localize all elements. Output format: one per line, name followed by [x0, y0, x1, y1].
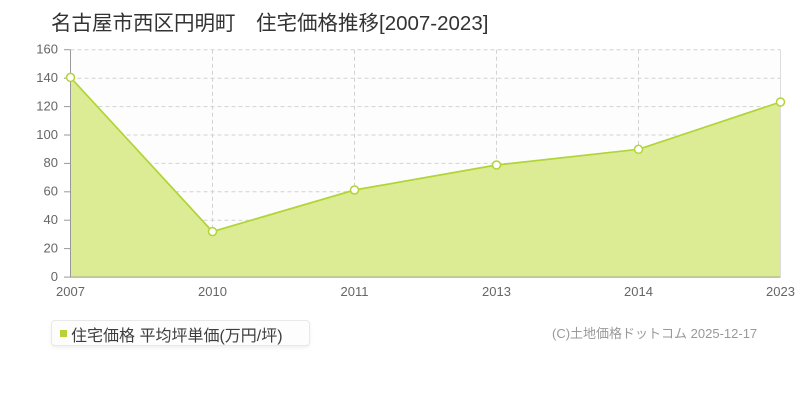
svg-text:100: 100 [36, 127, 58, 142]
svg-text:120: 120 [36, 98, 58, 113]
svg-text:60: 60 [44, 184, 58, 199]
svg-text:140: 140 [36, 70, 58, 85]
svg-text:40: 40 [44, 212, 58, 227]
svg-text:2023: 2023 [766, 284, 795, 299]
svg-text:20: 20 [44, 240, 58, 255]
svg-text:2013: 2013 [482, 284, 511, 299]
svg-text:80: 80 [44, 155, 58, 170]
svg-text:2014: 2014 [624, 284, 653, 299]
svg-text:160: 160 [36, 42, 58, 57]
svg-text:2011: 2011 [341, 284, 369, 299]
svg-text:2007: 2007 [56, 284, 85, 299]
svg-text:0: 0 [51, 269, 58, 284]
svg-text:2010: 2010 [198, 284, 227, 299]
